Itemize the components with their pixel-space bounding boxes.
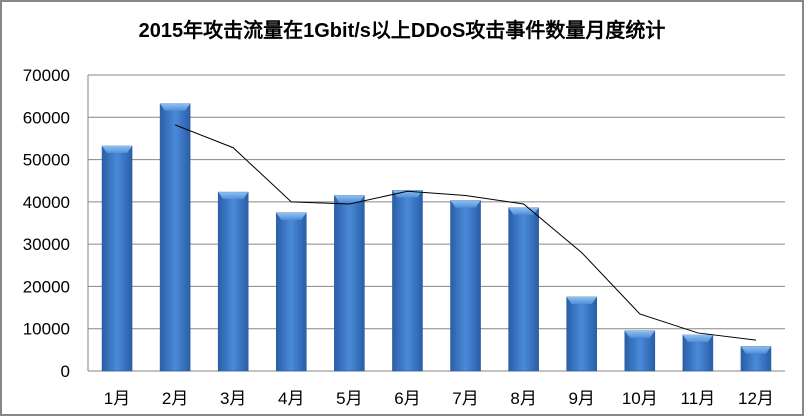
y-tick-label: 50000 bbox=[23, 151, 70, 170]
gridlines bbox=[87, 74, 785, 372]
x-tick-label: 10月 bbox=[622, 389, 658, 408]
chart-title: 2015年攻击流量在1Gbit/s以上DDoS攻击事件数量月度统计 bbox=[138, 20, 666, 42]
bar bbox=[334, 195, 365, 372]
y-axis: 0 10000 20000 30000 40000 50000 60000 70000 bbox=[23, 66, 70, 381]
bar bbox=[624, 330, 656, 372]
bar bbox=[101, 145, 133, 372]
bar bbox=[217, 191, 249, 372]
y-tick-label: 40000 bbox=[23, 193, 70, 212]
bar bbox=[508, 207, 539, 372]
bar bbox=[159, 103, 191, 372]
trend-line bbox=[174, 124, 757, 341]
moving-average-line bbox=[174, 124, 757, 341]
x-tick-label: 6月 bbox=[394, 389, 420, 408]
x-tick-label: 1月 bbox=[104, 389, 130, 408]
x-tick-label: 8月 bbox=[510, 389, 536, 408]
y-tick-label: 30000 bbox=[23, 235, 70, 254]
y-tick-label: 70000 bbox=[23, 66, 70, 85]
x-tick-label: 4月 bbox=[278, 389, 304, 408]
x-tick-label: 7月 bbox=[452, 389, 478, 408]
bar bbox=[392, 190, 423, 372]
bar-series bbox=[101, 103, 772, 372]
y-tick-label: 20000 bbox=[23, 277, 70, 296]
bar bbox=[682, 334, 714, 372]
x-tick-label: 12月 bbox=[738, 389, 774, 408]
y-tick-label: 0 bbox=[61, 362, 70, 381]
bar bbox=[450, 200, 481, 372]
x-tick-label: 11月 bbox=[681, 389, 716, 408]
x-tick-label: 5月 bbox=[336, 389, 362, 408]
bar bbox=[275, 212, 307, 372]
x-tick-label: 2月 bbox=[162, 389, 188, 408]
x-axis: 1月 2月 3月 4月 5月 6月 7月 8月 9月 10月 11月 12月 bbox=[104, 389, 774, 408]
bar bbox=[566, 296, 598, 372]
x-tick-label: 9月 bbox=[568, 389, 594, 408]
x-tick-label: 3月 bbox=[220, 389, 246, 408]
y-tick-label: 10000 bbox=[23, 320, 70, 339]
bar bbox=[740, 346, 772, 372]
y-tick-label: 60000 bbox=[23, 108, 70, 127]
